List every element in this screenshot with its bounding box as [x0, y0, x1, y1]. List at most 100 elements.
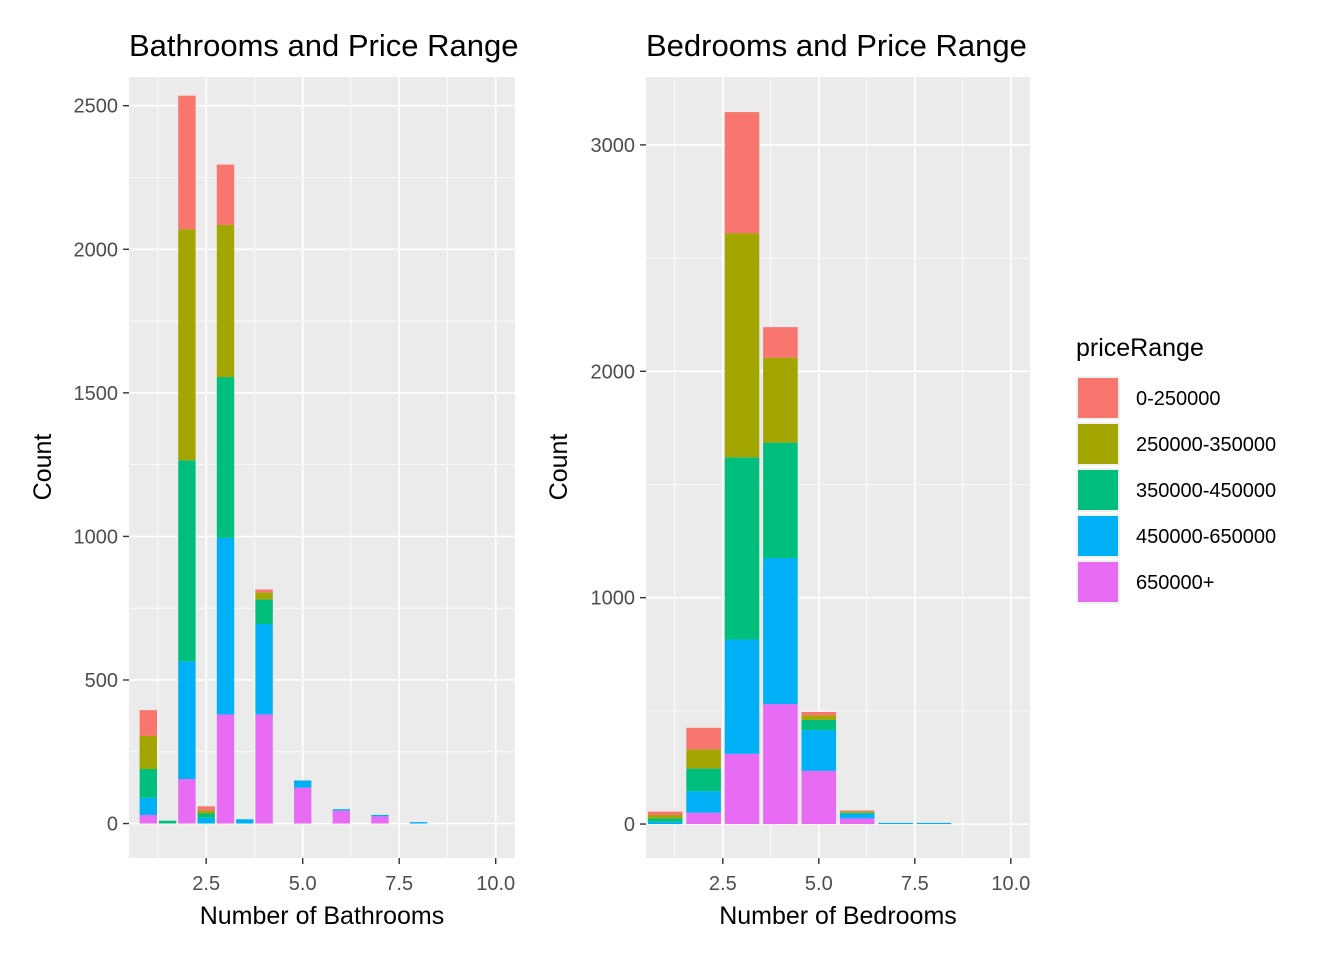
bar-segment [686, 727, 721, 750]
bar-segment [255, 589, 273, 593]
bar-segment [647, 814, 683, 819]
bar-segment [139, 710, 157, 736]
bar-segment [255, 599, 273, 624]
y-tick-label: 500 [85, 670, 118, 692]
bar-segment [294, 780, 312, 788]
bar-segment [839, 812, 875, 814]
bathrooms-chart: 0 500 1000 1500 2000 2500 2.5 5.0 7.5 10.0 Bathr… [29, 28, 518, 930]
bar-segment [839, 818, 875, 825]
x-tick-label: 2.5 [709, 873, 737, 895]
bar-segment [332, 810, 350, 824]
legend-label: 250000-350000 [1136, 434, 1276, 456]
bar-segment [686, 749, 721, 769]
x-axis-ticks: 2.5 5.0 7.5 10.0 [192, 858, 515, 895]
y-tick-label: 1500 [74, 383, 119, 405]
bar-segment [763, 558, 798, 705]
bar-segment [178, 229, 196, 461]
legend-label: 650000+ [1136, 572, 1214, 594]
y-tick-label: 3000 [591, 135, 636, 157]
bar-segment [294, 787, 312, 824]
bar-segment [801, 711, 837, 716]
x-tick-label: 5.0 [289, 873, 317, 895]
bar-segment [916, 822, 952, 825]
bar-segment [197, 817, 215, 824]
bar-segment [686, 768, 721, 792]
y-tick-label: 2000 [591, 361, 636, 383]
bar-segment [801, 719, 837, 731]
y-tick-label: 1000 [591, 588, 636, 610]
bar-segment [878, 822, 913, 825]
legend: priceRange 0-250000 250000-350000 350000-4… [1076, 334, 1276, 604]
x-axis-title: Number of Bedrooms [719, 902, 957, 930]
bedrooms-chart: 0 1000 2000 3000 2.5 5.0 7.5 10.0 Bedrooms and… [545, 28, 1030, 930]
x-tick-label: 2.5 [192, 873, 220, 895]
bar-segment [763, 327, 798, 358]
chart-title: Bedrooms and Price Range [646, 28, 1027, 63]
bar-segment [686, 791, 721, 813]
chart-title: Bathrooms and Price Range [129, 28, 518, 63]
x-tick-label: 7.5 [385, 873, 413, 895]
stacked-bars [647, 112, 952, 825]
legend-title: priceRange [1076, 334, 1204, 362]
bar-segment [216, 537, 235, 715]
bar-segment [332, 809, 350, 811]
legend-swatch [1078, 378, 1118, 418]
bar-segment [255, 714, 273, 824]
y-tick-label: 0 [107, 814, 118, 836]
bar-segment [216, 377, 235, 538]
bar-segment [839, 813, 875, 819]
y-axis-ticks: 0 500 1000 1500 2000 2500 [74, 96, 129, 836]
bar-segment [197, 810, 215, 814]
legend-swatch [1078, 470, 1118, 510]
y-tick-label: 1000 [74, 526, 119, 548]
bar-segment [763, 442, 798, 559]
bar-segment [139, 768, 157, 798]
y-axis-title: Count [545, 434, 573, 501]
bar-segment [255, 592, 273, 600]
bar-segment [801, 715, 837, 720]
y-axis-ticks: 0 1000 2000 3000 [591, 135, 646, 836]
legend-swatch [1078, 424, 1118, 464]
bar-segment [139, 814, 157, 824]
y-tick-label: 2000 [74, 239, 119, 261]
stacked-bars [139, 95, 428, 824]
bar-segment [216, 164, 235, 225]
bar-segment [839, 810, 875, 812]
x-axis-ticks: 2.5 5.0 7.5 10.0 [709, 858, 1030, 895]
legend-label: 350000-450000 [1136, 480, 1276, 502]
bar-segment [724, 112, 760, 234]
bar-segment [801, 730, 837, 771]
y-axis-title: Count [29, 434, 57, 501]
bar-segment [647, 811, 683, 815]
bar-segment [724, 457, 760, 640]
legend-keys: 0-250000 250000-350000 350000-450000 450000… [1076, 376, 1276, 604]
bar-segment [139, 797, 157, 815]
bar-segment [236, 819, 254, 824]
bar-segment [647, 818, 683, 822]
bar-segment [158, 820, 177, 824]
bar-segment [139, 735, 157, 769]
x-axis-title: Number of Bathrooms [200, 902, 445, 930]
bar-segment [801, 770, 837, 825]
y-tick-label: 2500 [74, 96, 119, 118]
x-tick-label: 10.0 [476, 873, 515, 895]
bar-segment [763, 357, 798, 443]
bar-segment [763, 704, 798, 825]
bar-segment [178, 779, 196, 824]
bar-segment [647, 821, 683, 825]
legend-swatch [1078, 562, 1118, 602]
bar-segment [178, 460, 196, 662]
bar-segment [724, 753, 760, 825]
bar-segment [216, 714, 235, 824]
legend-swatch [1078, 516, 1118, 556]
bar-segment [255, 623, 273, 715]
bar-segment [724, 233, 760, 458]
legend-label: 0-250000 [1136, 388, 1221, 410]
bar-segment [724, 639, 760, 754]
x-tick-label: 7.5 [901, 873, 929, 895]
bar-segment [178, 95, 196, 230]
legend-label: 450000-650000 [1136, 526, 1276, 548]
bar-segment [178, 661, 196, 780]
bar-segment [197, 806, 215, 811]
